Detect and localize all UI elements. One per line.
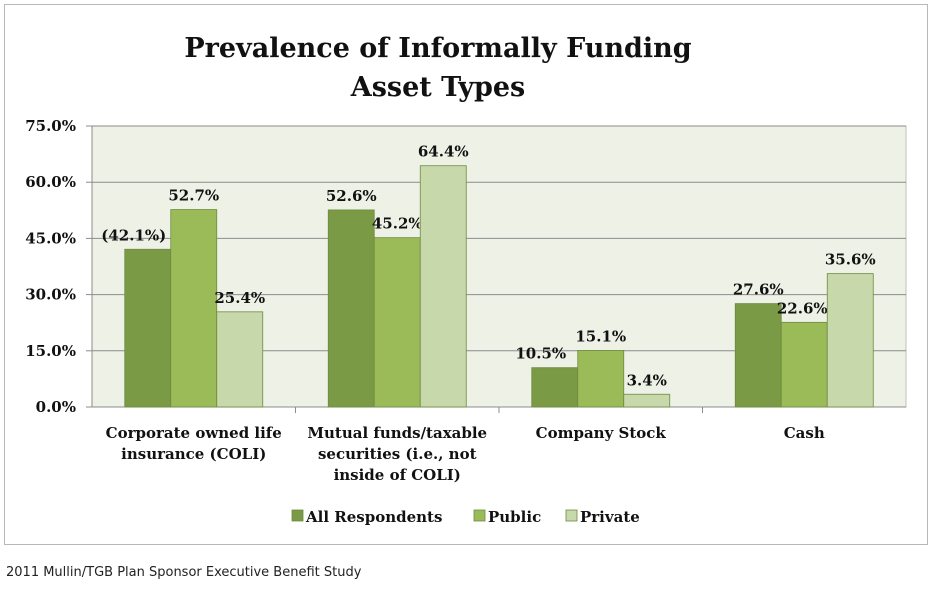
data-label: (42.1%) (101, 226, 166, 244)
data-label: 52.7% (168, 187, 219, 205)
category-label: inside of COLI) (334, 466, 461, 484)
bar (373, 237, 421, 408)
category-label: insurance (COLI) (121, 445, 266, 463)
bar (780, 321, 828, 408)
legend-label: All Respondents (305, 508, 442, 526)
bar (419, 165, 467, 408)
data-label: 25.4% (214, 289, 265, 307)
data-label: 3.4% (627, 371, 667, 389)
legend-swatch (291, 509, 304, 522)
y-tick-label: 75.0% (25, 117, 76, 135)
bar (577, 350, 625, 408)
bar (826, 273, 874, 408)
bar (734, 303, 782, 408)
legend-label: Public (488, 508, 541, 526)
category-label: securities (i.e., not (318, 445, 477, 463)
legend-swatch (565, 509, 578, 522)
y-tick-label: 0.0% (36, 398, 76, 416)
bar (531, 367, 579, 408)
legend-label: Private (580, 508, 640, 526)
category-label: Corporate owned life (106, 424, 282, 442)
bar (124, 248, 172, 408)
chart-title: Asset Types (350, 72, 525, 103)
category-label: Cash (784, 424, 825, 442)
category-label: Mutual funds/taxable (307, 424, 487, 442)
bar (623, 393, 671, 408)
y-tick-label: 30.0% (25, 286, 76, 304)
data-label: 45.2% (372, 215, 423, 233)
data-label: 10.5% (515, 345, 566, 363)
bar (170, 209, 218, 408)
data-label: 27.6% (733, 281, 784, 299)
legend-swatch (473, 509, 486, 522)
data-label: 64.4% (418, 143, 469, 161)
chart-title: Prevalence of Informally Funding (184, 33, 691, 64)
data-label: 22.6% (777, 299, 828, 317)
y-tick-label: 45.0% (25, 229, 76, 247)
data-label: 35.6% (825, 251, 876, 269)
category-label: Company Stock (536, 424, 667, 442)
data-label: 15.1% (575, 327, 626, 345)
bar (327, 209, 375, 408)
source-note: 2011 Mullin/TGB Plan Sponsor Executive B… (6, 565, 362, 580)
bar (216, 311, 264, 408)
y-tick-label: 60.0% (25, 173, 76, 191)
data-label: 52.6% (326, 187, 377, 205)
y-tick-label: 15.0% (25, 342, 76, 360)
